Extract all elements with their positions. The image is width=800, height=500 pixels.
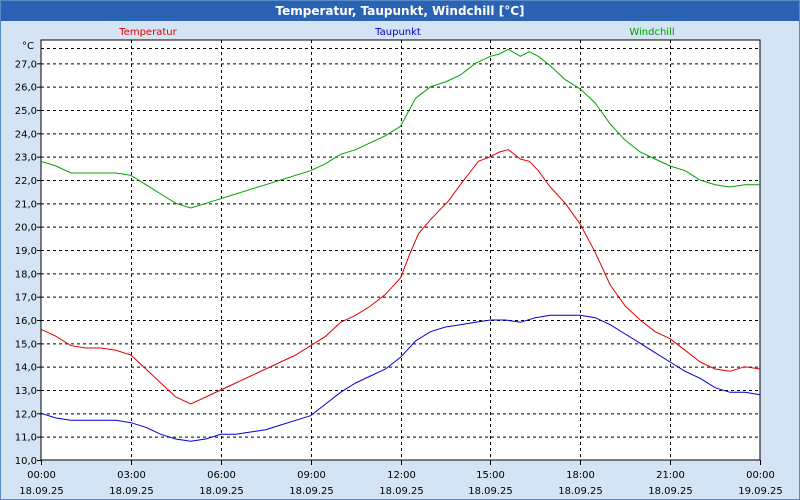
x-tick-date-label: 18.09.25 bbox=[558, 486, 603, 497]
x-tick-time-label: 09:00 bbox=[297, 470, 326, 481]
window-title: Temperatur, Taupunkt, Windchill [°C] bbox=[1, 1, 799, 21]
y-tick-label: 20,0 bbox=[15, 223, 37, 234]
x-tick-date-label: 19.09.25 bbox=[738, 486, 783, 497]
x-tick-time-label: 00:00 bbox=[746, 470, 775, 481]
x-tick-time-label: 03:00 bbox=[117, 470, 146, 481]
y-tick-label: 13,0 bbox=[15, 386, 37, 397]
x-tick-date-label: 18.09.25 bbox=[289, 486, 334, 497]
x-tick-time-label: 18:00 bbox=[566, 470, 595, 481]
series-line-temperatur bbox=[40, 149, 761, 405]
y-tick-label: 22,0 bbox=[15, 176, 37, 187]
y-tick-label: 14,0 bbox=[15, 363, 37, 374]
x-tick-time-label: 06:00 bbox=[207, 470, 236, 481]
x-tick-date-label: 18.09.25 bbox=[379, 486, 424, 497]
x-tick-time-label: 15:00 bbox=[476, 470, 505, 481]
legend-temperatur: Temperatur bbox=[118, 27, 177, 38]
x-tick-time-label: 12:00 bbox=[387, 470, 416, 481]
y-tick-label: 12,0 bbox=[15, 409, 37, 420]
y-tick-label: 16,0 bbox=[15, 316, 37, 327]
legend-windchill: Windchill bbox=[629, 27, 674, 38]
x-tick-time-label: 21:00 bbox=[656, 470, 685, 481]
y-tick-label: 19,0 bbox=[15, 246, 37, 257]
y-tick-label: 24,0 bbox=[15, 129, 37, 140]
y-tick-label: 21,0 bbox=[15, 199, 37, 210]
y-tick-label: 17,0 bbox=[15, 293, 37, 304]
y-tick-label: 26,0 bbox=[15, 83, 37, 94]
y-tick-label: 11,0 bbox=[15, 433, 37, 444]
legend-taupunkt: Taupunkt bbox=[374, 27, 421, 38]
y-tick-label: 27,0 bbox=[15, 59, 37, 70]
series-line-windchill bbox=[40, 48, 760, 209]
x-tick-date-label: 18.09.25 bbox=[648, 486, 693, 497]
y-tick-label: 23,0 bbox=[15, 153, 37, 164]
x-tick-time-label: 00:00 bbox=[27, 470, 56, 481]
x-tick-date-label: 18.09.25 bbox=[468, 486, 513, 497]
y-tick-label: 18,0 bbox=[15, 269, 37, 280]
series-line-taupunkt bbox=[40, 314, 761, 442]
x-tick-date-label: 18.09.25 bbox=[199, 486, 244, 497]
y-tick-label: 25,0 bbox=[15, 106, 37, 117]
x-tick-date-label: 18.09.25 bbox=[109, 486, 154, 497]
plot-area bbox=[40, 39, 761, 461]
y-axis-unit-label: °C bbox=[22, 41, 34, 52]
y-tick-label: 15,0 bbox=[15, 339, 37, 350]
y-tick-label: 10,0 bbox=[15, 456, 37, 467]
x-tick-date-label: 18.09.25 bbox=[19, 486, 64, 497]
